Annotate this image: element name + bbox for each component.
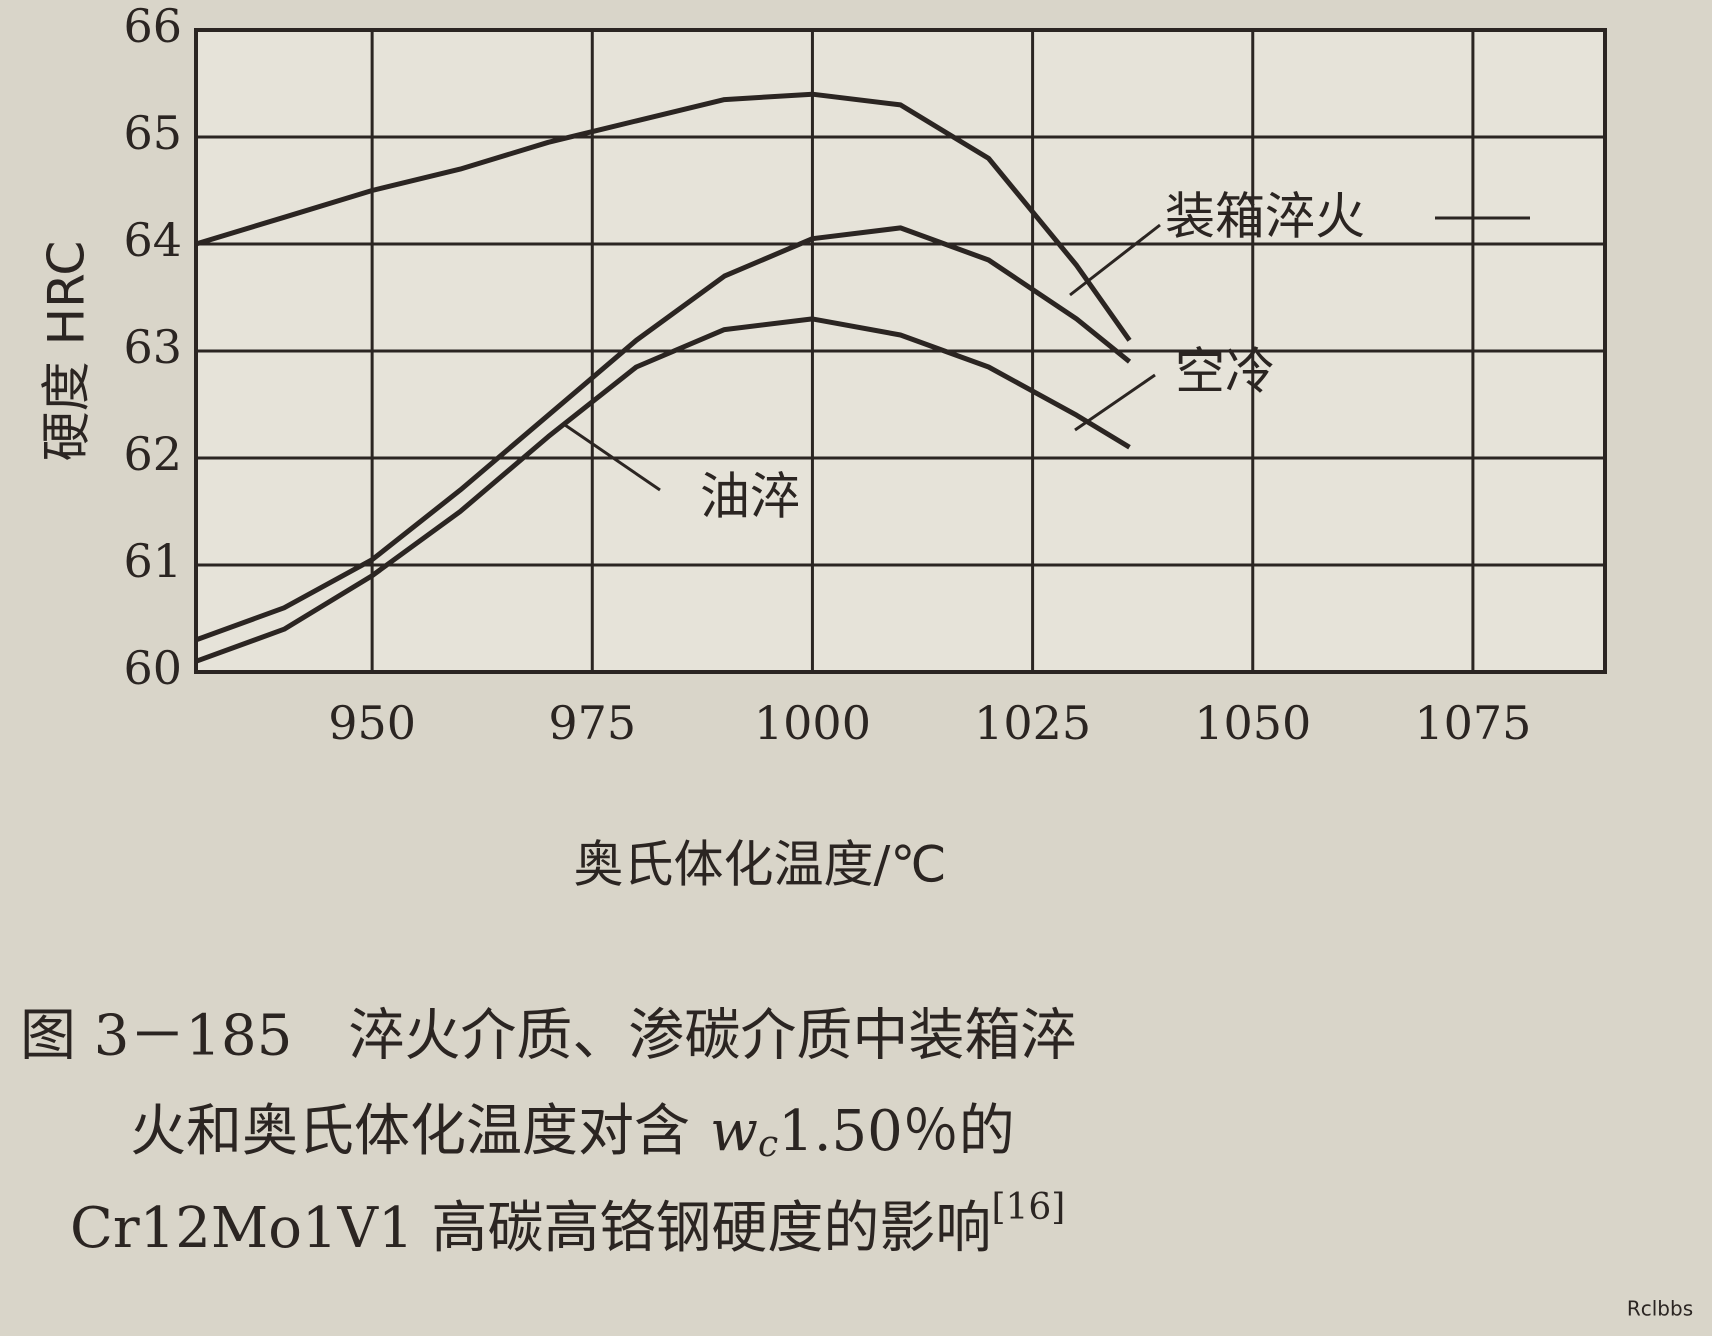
line-series (195, 91, 1132, 342)
watermark: Rclbbs (1627, 1297, 1693, 1321)
caption-text: c (758, 1124, 778, 1165)
y-tick-label: 66 (123, 0, 182, 53)
x-tick-label: 975 (548, 696, 636, 750)
caption-text: 1.50％的 (778, 1099, 1015, 1164)
x-tick-label: 1025 (974, 696, 1091, 750)
caption-line: 火和奥氏体化温度对含 wc1.50％的 (130, 1099, 1015, 1166)
leader-line (1069, 216, 1530, 297)
line-series (195, 316, 1131, 664)
y-axis-title: 硬度 HRC (38, 241, 96, 462)
x-tick-label: 950 (328, 696, 416, 750)
y-tick-label: 60 (123, 641, 182, 695)
y-tick-label: 61 (123, 534, 182, 588)
y-tick-label: 65 (123, 106, 182, 160)
caption-text: w (710, 1099, 758, 1164)
y-tick-label: 62 (123, 427, 182, 481)
line-series (195, 225, 1132, 643)
caption-line: 图 3－185 淬火介质、渗碳介质中装箱淬 (20, 1004, 1076, 1069)
series-label: 装箱淬火 (1165, 188, 1365, 246)
caption-text: Cr12Mo1V1 高碳高铬钢硬度的影响 (70, 1196, 991, 1261)
x-tick-label: 1050 (1194, 696, 1311, 750)
x-axis-title: 奥氏体化温度/℃ (574, 836, 947, 894)
series-label: 油淬 (700, 468, 800, 526)
x-tick-label: 1000 (754, 696, 871, 750)
caption-text: [16] (991, 1187, 1065, 1228)
caption-line: Cr12Mo1V1 高碳高铬钢硬度的影响[16] (70, 1187, 1065, 1261)
y-tick-label: 64 (123, 213, 182, 267)
series-label: 空冷 (1175, 343, 1275, 401)
caption-text: 火和奥氏体化温度对含 (130, 1099, 690, 1164)
y-tick-label: 63 (123, 320, 182, 374)
x-tick-label: 1075 (1414, 696, 1531, 750)
